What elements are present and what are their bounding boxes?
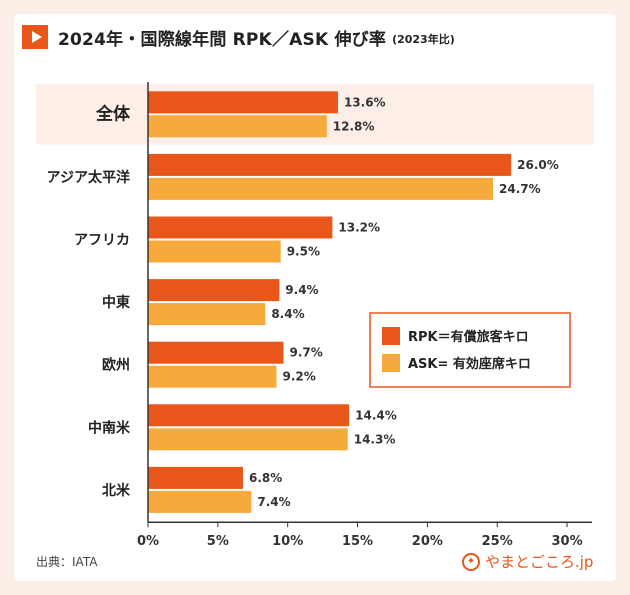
bar-ask <box>148 428 348 451</box>
data-label: 14.3% <box>354 432 396 446</box>
data-label: 6.8% <box>249 471 282 485</box>
x-tick-label: 25% <box>482 534 513 549</box>
data-label: 13.6% <box>344 95 386 109</box>
brand-name: やまとごころ.jp <box>485 553 594 571</box>
category-label: 欧州 <box>102 357 130 374</box>
chart-subtitle: (2023年比) <box>392 33 455 46</box>
bar-rpk <box>148 341 284 364</box>
legend-swatch <box>382 354 400 372</box>
data-label: 24.7% <box>499 182 541 196</box>
bar-rpk <box>148 279 280 302</box>
data-label: 9.7% <box>289 346 322 360</box>
data-label: 13.2% <box>338 221 380 235</box>
chart-title-row: 2024年・国際線年間 RPK／ASK 伸び率 (2023年比) <box>22 23 455 51</box>
legend-swatch <box>382 327 400 345</box>
bar-rpk <box>148 91 338 114</box>
bar-rpk <box>148 216 333 239</box>
x-tick-label: 0% <box>137 534 159 549</box>
source-note: 出典：IATA <box>36 555 98 569</box>
brand-logo: ✦ やまとごころ.jp <box>462 551 593 572</box>
category-label: 中東 <box>102 294 130 311</box>
data-label: 26.0% <box>517 158 559 172</box>
x-tick-label: 20% <box>412 534 443 549</box>
bar-rpk <box>148 153 512 176</box>
data-label: 9.5% <box>287 245 320 259</box>
bar-ask <box>148 303 266 326</box>
chart-title: 2024年・国際線年間 RPK／ASK 伸び率 <box>58 29 387 50</box>
data-label: 14.4% <box>355 408 397 422</box>
bar-rpk <box>148 404 350 427</box>
bar-ask <box>148 365 277 388</box>
x-tick-label: 30% <box>551 534 582 549</box>
bar-ask <box>148 177 494 200</box>
data-label: 7.4% <box>257 495 290 509</box>
data-label: 8.4% <box>271 307 304 321</box>
bar-ask <box>148 240 281 263</box>
bar-ask <box>148 115 327 138</box>
category-label: アジア太平洋 <box>47 169 130 186</box>
data-label: 12.8% <box>333 119 375 133</box>
brand-icon: ✦ <box>462 552 480 571</box>
category-label: 中南米 <box>88 419 131 436</box>
legend-label: ASK= 有効座席キロ <box>408 356 531 372</box>
data-label: 9.2% <box>283 370 316 384</box>
play-icon <box>22 25 48 49</box>
legend-box <box>369 312 571 388</box>
bar-ask <box>148 490 252 513</box>
legend-label: RPK＝有償旅客キロ <box>408 329 529 345</box>
bar-rpk <box>148 466 243 489</box>
x-tick-label: 10% <box>272 534 303 549</box>
category-label: 北米 <box>102 482 131 499</box>
x-tick-label: 15% <box>342 534 373 549</box>
data-label: 9.4% <box>285 283 318 297</box>
x-tick-label: 5% <box>207 534 229 549</box>
category-label: アフリカ <box>74 233 130 249</box>
category-label: 全体 <box>95 103 131 124</box>
